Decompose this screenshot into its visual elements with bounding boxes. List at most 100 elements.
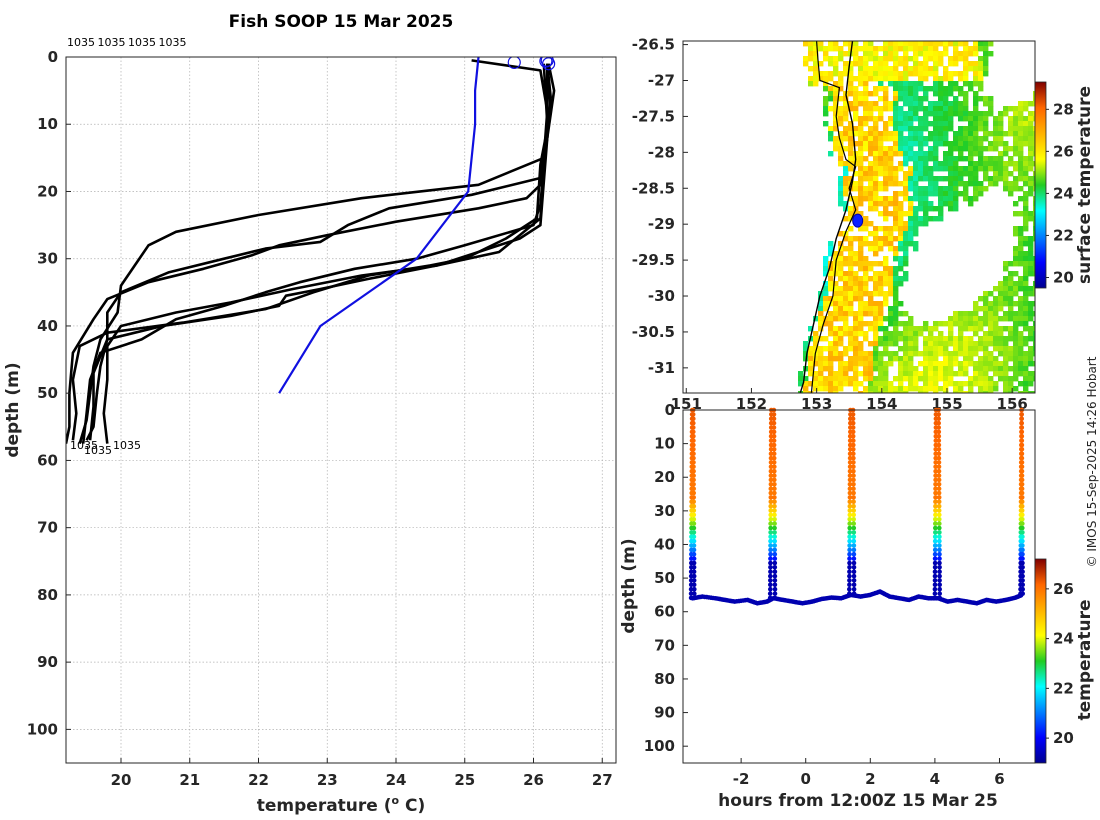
ts-point: [937, 530, 942, 535]
sst-cell: [883, 316, 889, 322]
sst-cell: [908, 221, 914, 227]
sst-cell: [1023, 281, 1029, 287]
sst-cell: [908, 121, 914, 127]
ts-point: [937, 582, 942, 588]
sst-cell: [923, 46, 929, 52]
sst-cell: [1018, 131, 1024, 137]
sst-cell: [998, 296, 1004, 302]
ts-point: [933, 482, 938, 487]
sst-cell: [863, 286, 869, 292]
sst-cell: [923, 361, 929, 367]
sst-cell: [888, 281, 894, 287]
ts-point: [772, 586, 778, 592]
sst-cell: [953, 51, 959, 57]
sst-cell: [1018, 236, 1024, 242]
sst-cell: [943, 121, 949, 127]
sst-cell: [978, 141, 984, 147]
sst-cell: [838, 176, 844, 182]
sst-cell: [1013, 376, 1019, 382]
ts-point: [1019, 416, 1024, 422]
ts-point: [1019, 477, 1025, 483]
sst-cell: [1033, 101, 1035, 107]
sst-cell: [968, 81, 974, 87]
sst-cell: [883, 146, 889, 152]
ts-point: [937, 578, 942, 583]
sst-cell: [838, 351, 844, 357]
sst-cell: [858, 181, 864, 187]
ts-point: [847, 534, 852, 539]
sst-cell: [1028, 356, 1034, 362]
sst-cell: [988, 101, 994, 107]
sst-cell: [958, 76, 964, 82]
ts-point: [691, 534, 697, 539]
sst-cell: [1033, 286, 1035, 292]
sst-cell: [928, 356, 934, 362]
sst-cell: [868, 176, 874, 182]
map-colorbar-tick-label: 22: [1053, 226, 1074, 244]
sst-cell: [898, 261, 904, 267]
sst-cell: [913, 381, 919, 387]
sst-cell: [863, 131, 869, 137]
sst-cell: [1023, 286, 1029, 292]
sst-cell: [913, 341, 919, 347]
ts-point: [768, 455, 774, 461]
sst-cell: [838, 311, 844, 317]
sst-cell: [998, 161, 1004, 167]
sst-cell: [978, 111, 984, 117]
sst-cell: [958, 361, 964, 367]
sst-cell: [978, 86, 984, 92]
sst-cell: [823, 271, 829, 277]
sst-cell: [943, 186, 949, 192]
sst-cell: [868, 151, 874, 157]
sst-cell: [878, 336, 884, 342]
ts-x-tick-label: 4: [930, 770, 940, 788]
sst-cell: [903, 376, 909, 382]
sst-cell: [838, 306, 844, 312]
ts-point: [937, 534, 942, 539]
sst-cell: [1028, 126, 1034, 132]
ts-point: [691, 530, 697, 535]
sst-cell: [948, 196, 954, 202]
sst-cell: [858, 266, 864, 272]
sst-cell: [1023, 326, 1029, 332]
sst-cell: [943, 176, 949, 182]
sst-cell: [898, 226, 904, 232]
sst-cell: [898, 81, 904, 87]
sst-cell: [993, 171, 999, 177]
sst-cell: [913, 181, 919, 187]
sst-cell: [918, 351, 924, 357]
ts-point: [1020, 525, 1025, 531]
sst-cell: [1033, 146, 1035, 152]
ts-point: [772, 517, 777, 522]
sst-cell: [853, 126, 859, 132]
sst-cell: [863, 51, 869, 57]
sst-cell: [913, 81, 919, 87]
sst-cell: [908, 166, 914, 172]
sst-cell: [1003, 301, 1009, 307]
sst-cell: [973, 301, 979, 307]
sst-cell: [983, 291, 989, 297]
sst-cell: [858, 241, 864, 247]
sst-cell: [823, 306, 829, 312]
sst-cell: [978, 186, 984, 192]
sst-cell: [1033, 91, 1035, 97]
sst-cell: [828, 61, 834, 67]
ts-colorbar-tick-label: 22: [1053, 679, 1074, 697]
sst-cell: [848, 71, 854, 77]
sst-cell: [943, 201, 949, 207]
sst-cell: [903, 121, 909, 127]
ts-point: [1019, 468, 1025, 474]
map-x-tick-label: 154: [866, 395, 897, 413]
sst-cell: [1008, 146, 1014, 152]
sst-cell: [1008, 186, 1014, 192]
sst-cell: [878, 291, 884, 297]
sst-cell: [1023, 321, 1029, 327]
sst-cell: [893, 211, 899, 217]
sst-cell: [878, 376, 884, 382]
ts-point: [933, 499, 938, 505]
sst-cell: [888, 116, 894, 122]
sst-cell: [808, 391, 814, 393]
sst-cell: [903, 351, 909, 357]
sst-cell: [973, 346, 979, 352]
ts-point: [772, 538, 777, 544]
